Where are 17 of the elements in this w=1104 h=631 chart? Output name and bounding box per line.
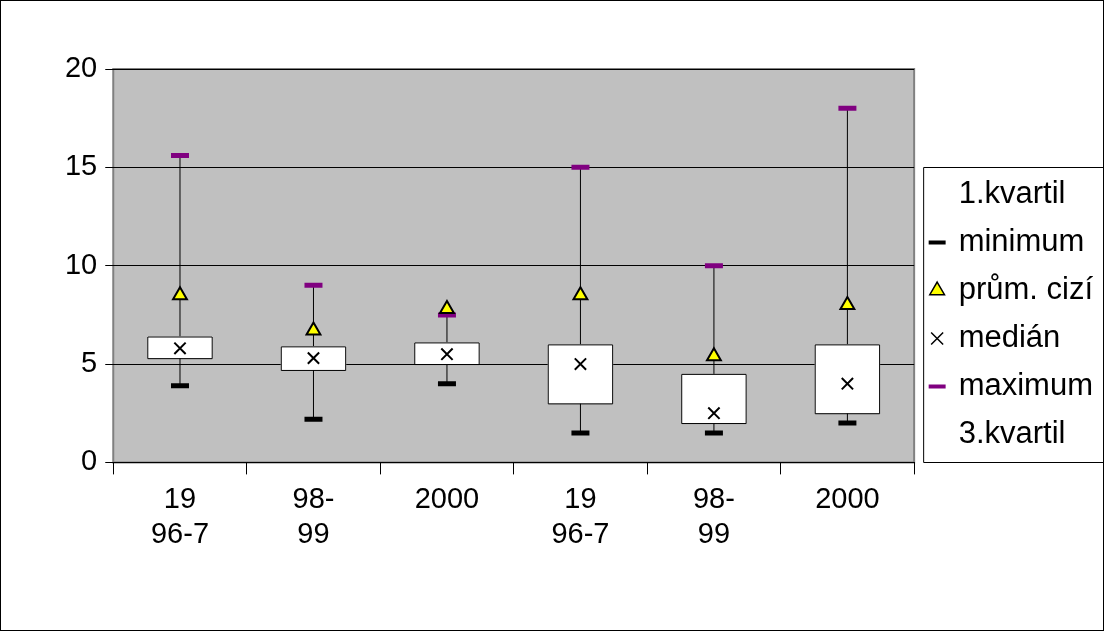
legend-label: prům. cizí [958, 271, 1094, 307]
x-tick-label: 98- 99 [292, 481, 335, 549]
legend-label: medián [958, 319, 1061, 355]
x-tick-label: 98- 99 [692, 481, 735, 549]
text: 1.kvartil [958, 175, 1066, 211]
x-tick-label: 19 96-7 [150, 481, 210, 549]
y-tick-label: 15 [64, 149, 98, 182]
x-tick-label: 2000 [815, 481, 880, 514]
text: 3.kvartil [958, 415, 1066, 451]
y-tick-label: 20 [64, 51, 98, 83]
legend-label: maximum [958, 367, 1093, 403]
legend-label: minimum [958, 223, 1085, 259]
x-tick-label: 19 96-7 [551, 481, 610, 549]
y-tick-label: 5 [81, 346, 98, 379]
x-tick-label: 2000 [414, 481, 480, 514]
y-tick-label: 10 [64, 247, 98, 280]
y-tick-label: 0 [81, 444, 98, 477]
